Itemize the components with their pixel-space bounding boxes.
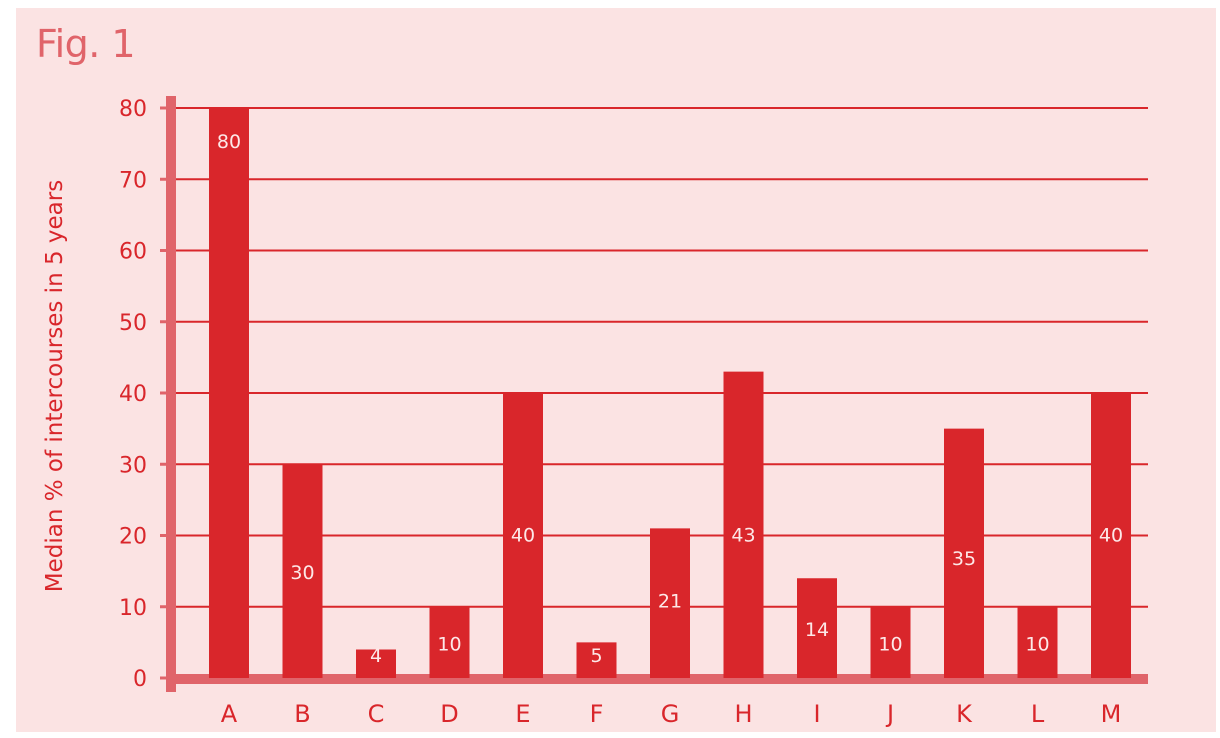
x-tick-label-e: E	[515, 700, 530, 728]
x-tick-label-j: J	[885, 700, 894, 728]
data-label-h: 43	[731, 525, 755, 547]
y-tick-label: 60	[119, 240, 147, 265]
y-tick-label: 40	[119, 382, 147, 407]
x-tick-label-b: B	[294, 700, 310, 728]
x-tick-label-k: K	[956, 700, 973, 728]
bar-f	[576, 642, 617, 678]
data-label-j: 10	[878, 633, 902, 655]
bar-k	[944, 428, 984, 678]
data-labels: 80 30 4 10 40 5 21 43 14 10 35 10 40	[217, 131, 1123, 667]
x-axis-line	[166, 674, 1148, 684]
bar-c	[356, 649, 396, 678]
x-tick-label-l: L	[1031, 700, 1045, 728]
axes	[160, 96, 1148, 692]
bar-d	[429, 606, 470, 678]
x-tick-label-f: F	[590, 700, 604, 728]
x-tick-label-h: H	[734, 700, 752, 728]
data-label-e: 40	[511, 525, 535, 547]
x-tick-label-m: M	[1101, 700, 1122, 728]
x-tick-label-c: C	[368, 700, 385, 728]
x-tick-label-a: A	[221, 700, 238, 728]
data-label-l: 10	[1025, 633, 1049, 655]
figure-title: Fig. 1	[36, 22, 136, 66]
y-axis-line	[166, 96, 176, 692]
data-label-g: 21	[658, 591, 682, 613]
x-tick-labels: A B C D E F G H I J K L M	[221, 700, 1122, 728]
bar-b	[282, 464, 323, 678]
bar-i	[797, 578, 837, 678]
data-label-f: 5	[590, 645, 602, 667]
y-tick-label: 70	[119, 168, 147, 193]
x-tick-label-g: G	[661, 700, 680, 728]
data-label-a: 80	[217, 131, 241, 153]
bar-m	[1091, 393, 1131, 678]
gridlines	[172, 107, 1148, 608]
data-label-b: 30	[290, 562, 314, 584]
bar-e	[503, 393, 543, 678]
data-label-i: 14	[805, 619, 829, 641]
y-tick-label: 30	[119, 453, 147, 478]
bar-h	[723, 371, 764, 678]
x-tick-label-d: D	[440, 700, 458, 728]
y-tick-labels: 0 10 20 30 40 50 60 70 80	[119, 97, 147, 692]
bars	[209, 108, 1131, 678]
y-tick-label: 10	[119, 596, 147, 621]
bar-g	[650, 528, 690, 678]
bar-j	[870, 606, 911, 678]
y-tick-label: 80	[119, 97, 147, 122]
y-tick-label: 0	[133, 667, 147, 692]
data-label-m: 40	[1099, 525, 1123, 547]
bar-l	[1017, 606, 1058, 678]
y-axis-label: Median % of intercourses in 5 years	[42, 180, 68, 592]
data-label-c: 4	[370, 645, 382, 667]
y-tick-label: 20	[119, 525, 147, 550]
y-tick-label: 50	[119, 311, 147, 336]
data-label-k: 35	[952, 548, 976, 570]
data-label-d: 10	[437, 633, 461, 655]
x-tick-label-i: I	[813, 700, 820, 728]
bar-a	[209, 108, 249, 678]
